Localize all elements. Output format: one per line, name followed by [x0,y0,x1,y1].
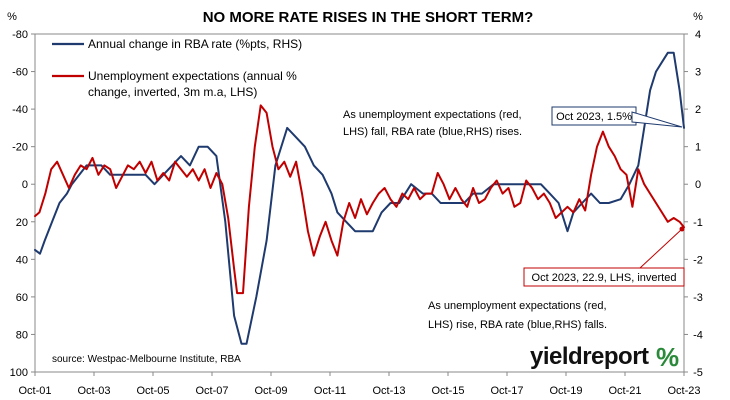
right-axis-unit: % [693,11,703,23]
right-axis-tick-label: 0 [695,179,701,191]
legend-label-unemp-line2: change, inverted, 3m m.a, LHS) [88,85,257,99]
left-axis-tick-label: 0 [22,179,28,191]
brand-logo: yieldreport % [530,342,679,372]
callout-unemp: Oct 2023, 22.9, LHS, inverted [523,226,685,287]
left-axis-tick-label: -60 [12,67,28,79]
callout-rba-text: Oct 2023, 1.5% [556,111,632,123]
series-line-unemployment [34,104,685,295]
x-axis-tick-label: Oct-09 [254,385,287,397]
right-axis-tick-label: -5 [693,367,703,379]
x-axis-tick-label: Oct-05 [136,385,169,397]
x-axis-tick-label: Oct-21 [608,385,641,397]
legend: Annual change in RBA rate (%pts, RHS) Un… [52,37,302,99]
callout-unemp-leader [639,228,683,269]
right-axis-tick-label: -4 [693,329,703,341]
annotation-falls-line1: As unemployment expectations (red, [428,300,607,312]
x-axis-tick-label: Oct-17 [490,385,523,397]
left-axis-tick-label: 20 [16,217,28,229]
series-layer [34,51,685,345]
annotation-rises-line2: LHS) fall, RBA rate (blue,RHS) rises. [343,126,522,138]
x-axis-tick-label: Oct-07 [195,385,228,397]
right-axis-tick-label: -1 [693,217,703,229]
brand-name: yieldreport [530,343,649,370]
source-note: source: Westpac-Melbourne Institute, RBA [52,354,241,365]
left-axis-unit: % [7,11,17,23]
x-axis-tick-label: Oct-15 [431,385,464,397]
legend-label-rba: Annual change in RBA rate (%pts, RHS) [88,37,302,51]
x-axis-tick-label: Oct-11 [314,385,346,397]
callout-rba: Oct 2023, 1.5% [551,106,683,128]
left-axis-tick-label: -20 [12,142,28,154]
x-axis-tick-label: Oct-23 [667,385,700,397]
x-axis-tick-label: Oct-19 [549,385,582,397]
right-axis-tick-label: 4 [695,29,701,41]
right-axis-tick-label: 2 [695,104,701,116]
callout-rba-pointer [631,111,683,128]
x-axis-tick-label: Oct-13 [372,385,405,397]
left-axis-tick-label: 100 [10,367,28,379]
callout-unemp-text: Oct 2023, 22.9, LHS, inverted [532,272,677,284]
callout-unemp-box [523,267,685,287]
x-axis: Oct-01 Oct-03 Oct-05 Oct-07 Oct-09 Oct-11 Oct-… [18,372,701,397]
x-axis-tick-label: Oct-03 [77,385,110,397]
left-axis-tick-label: -80 [12,29,28,41]
annotation-falls-line2: LHS) rise, RBA rate (blue,RHS) falls. [428,319,607,331]
chart-title: NO MORE RATE RISES IN THE SHORT TERM? [203,9,534,26]
right-axis-tick-label: -2 [693,254,703,266]
x-axis-tick-label: Oct-01 [18,385,51,397]
brand-symbol: % [656,342,679,372]
left-axis: -80 -60 -40 -20 0 20 40 60 80 100 [10,29,35,379]
left-axis-tick-label: 60 [16,292,28,304]
right-axis-tick-label: 1 [695,142,701,154]
legend-label-unemp-line1: Unemployment expectations (annual % [88,69,297,83]
right-axis: 4 3 2 1 0 -1 -2 -3 -4 -5 [684,29,703,379]
plot-area [34,33,685,373]
left-axis-tick-label: 80 [16,329,28,341]
right-axis-tick-label: 3 [695,67,701,79]
callout-unemp-dot [679,226,685,232]
series-line-rba [34,51,685,345]
annotation-rises-line1: As unemployment expectations (red, [343,109,522,121]
right-axis-tick-label: -3 [693,292,703,304]
left-axis-tick-label: -40 [12,104,28,116]
left-axis-tick-label: 40 [16,254,28,266]
